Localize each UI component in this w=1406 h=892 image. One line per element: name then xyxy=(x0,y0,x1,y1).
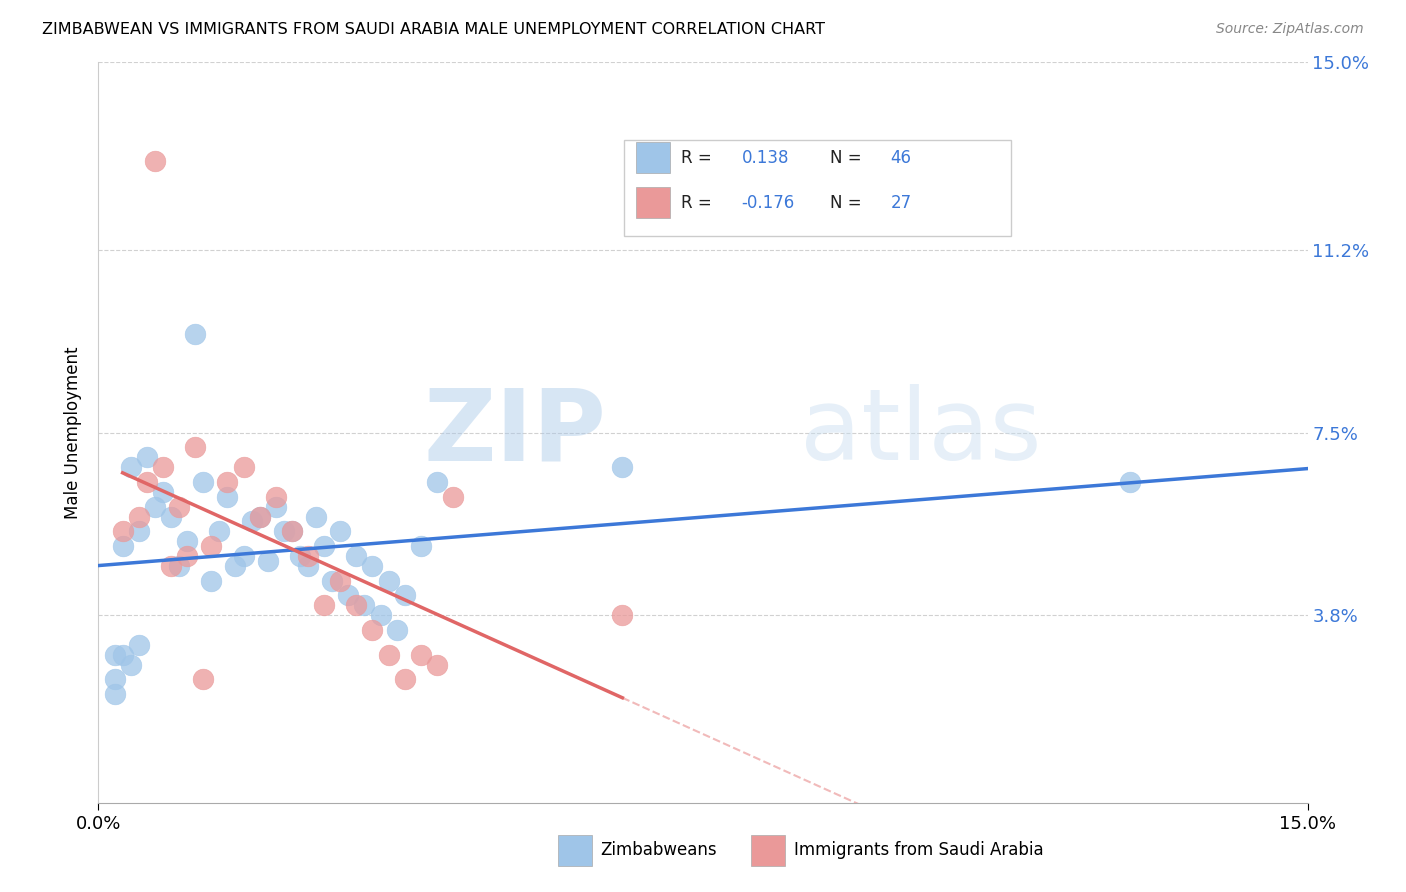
Point xyxy=(193,673,215,687)
Point xyxy=(297,549,319,563)
Point xyxy=(256,554,278,568)
Text: ZIP: ZIP xyxy=(423,384,606,481)
Point xyxy=(297,558,319,573)
Point xyxy=(200,539,222,553)
Point xyxy=(377,648,399,662)
Point xyxy=(426,657,449,672)
Point xyxy=(385,623,408,637)
Point xyxy=(200,574,222,588)
Text: R =: R = xyxy=(682,149,717,167)
Point xyxy=(135,475,157,489)
Text: Source: ZipAtlas.com: Source: ZipAtlas.com xyxy=(1216,22,1364,37)
Point xyxy=(152,484,174,499)
Point xyxy=(167,500,190,514)
Point xyxy=(208,524,231,539)
Point xyxy=(111,539,134,553)
Point xyxy=(314,599,336,613)
Text: R =: R = xyxy=(682,194,717,212)
Text: N =: N = xyxy=(830,194,868,212)
Point xyxy=(281,524,304,539)
Point xyxy=(143,154,166,169)
Point xyxy=(103,648,125,662)
Point xyxy=(193,475,215,489)
Point xyxy=(612,460,634,475)
Point xyxy=(232,460,254,475)
Point xyxy=(184,326,207,341)
Text: Zimbabweans: Zimbabweans xyxy=(600,841,717,859)
Point xyxy=(217,490,239,504)
Point xyxy=(217,475,239,489)
FancyBboxPatch shape xyxy=(558,835,592,866)
Text: N =: N = xyxy=(830,149,868,167)
Text: 27: 27 xyxy=(890,194,911,212)
Text: 0.138: 0.138 xyxy=(742,149,789,167)
Point xyxy=(394,673,416,687)
Point xyxy=(143,500,166,514)
Point xyxy=(152,460,174,475)
FancyBboxPatch shape xyxy=(637,186,671,218)
Point xyxy=(184,441,207,455)
Point xyxy=(281,524,304,539)
Point xyxy=(135,450,157,465)
Point xyxy=(264,500,287,514)
Point xyxy=(167,558,190,573)
Text: -0.176: -0.176 xyxy=(742,194,794,212)
Point xyxy=(337,589,360,603)
Point xyxy=(111,524,134,539)
Point xyxy=(111,648,134,662)
Text: atlas: atlas xyxy=(800,384,1042,481)
Point xyxy=(329,524,352,539)
Point xyxy=(426,475,449,489)
Point xyxy=(128,509,150,524)
Text: ZIMBABWEAN VS IMMIGRANTS FROM SAUDI ARABIA MALE UNEMPLOYMENT CORRELATION CHART: ZIMBABWEAN VS IMMIGRANTS FROM SAUDI ARAB… xyxy=(42,22,825,37)
Point xyxy=(314,539,336,553)
Point xyxy=(160,558,183,573)
Point xyxy=(103,673,125,687)
Point xyxy=(176,534,198,549)
Point xyxy=(1119,475,1142,489)
Point xyxy=(361,558,384,573)
Point xyxy=(232,549,254,563)
Point xyxy=(176,549,198,563)
Point xyxy=(321,574,343,588)
FancyBboxPatch shape xyxy=(751,835,785,866)
Point xyxy=(273,524,295,539)
Point xyxy=(377,574,399,588)
Point xyxy=(370,608,392,623)
Text: 46: 46 xyxy=(890,149,911,167)
Point xyxy=(409,648,432,662)
Point xyxy=(344,549,367,563)
Point xyxy=(264,490,287,504)
FancyBboxPatch shape xyxy=(637,143,671,173)
Point xyxy=(160,509,183,524)
Point xyxy=(612,608,634,623)
Point xyxy=(128,524,150,539)
Point xyxy=(441,490,464,504)
Text: Immigrants from Saudi Arabia: Immigrants from Saudi Arabia xyxy=(793,841,1043,859)
Point xyxy=(329,574,352,588)
Point xyxy=(305,509,328,524)
Point xyxy=(353,599,375,613)
Point xyxy=(128,638,150,652)
Point xyxy=(240,515,263,529)
Point xyxy=(224,558,246,573)
Point xyxy=(249,509,271,524)
Point xyxy=(249,509,271,524)
Point xyxy=(394,589,416,603)
Point xyxy=(361,623,384,637)
Point xyxy=(120,460,142,475)
Point xyxy=(103,687,125,701)
Point xyxy=(120,657,142,672)
Point xyxy=(288,549,311,563)
FancyBboxPatch shape xyxy=(624,140,1011,236)
Point xyxy=(409,539,432,553)
Y-axis label: Male Unemployment: Male Unemployment xyxy=(65,346,83,519)
Point xyxy=(344,599,367,613)
